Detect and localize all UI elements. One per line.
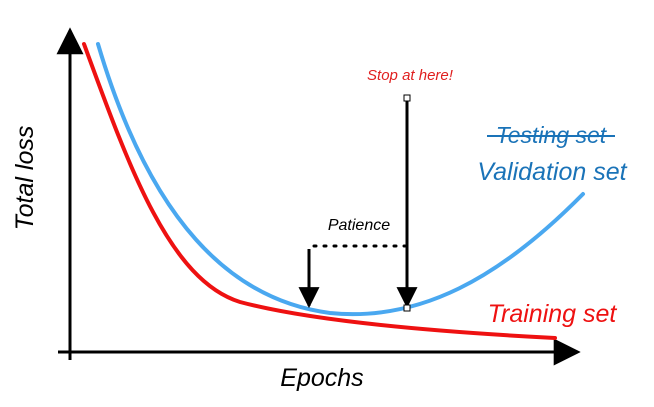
validation-curve	[96, 42, 585, 317]
stop-arrow-handle-bottom	[403, 304, 411, 312]
stop-arrow-handle-top	[403, 94, 411, 102]
validation-set-label: Validation set	[477, 158, 627, 186]
training-curve	[82, 42, 557, 340]
x-axis-label: Epochs	[280, 364, 363, 392]
stop-label: Stop at here!	[367, 67, 454, 84]
y-axis-label: Total loss	[11, 126, 39, 231]
training-set-label: Training set	[488, 300, 618, 328]
patience-label: Patience	[328, 217, 390, 234]
